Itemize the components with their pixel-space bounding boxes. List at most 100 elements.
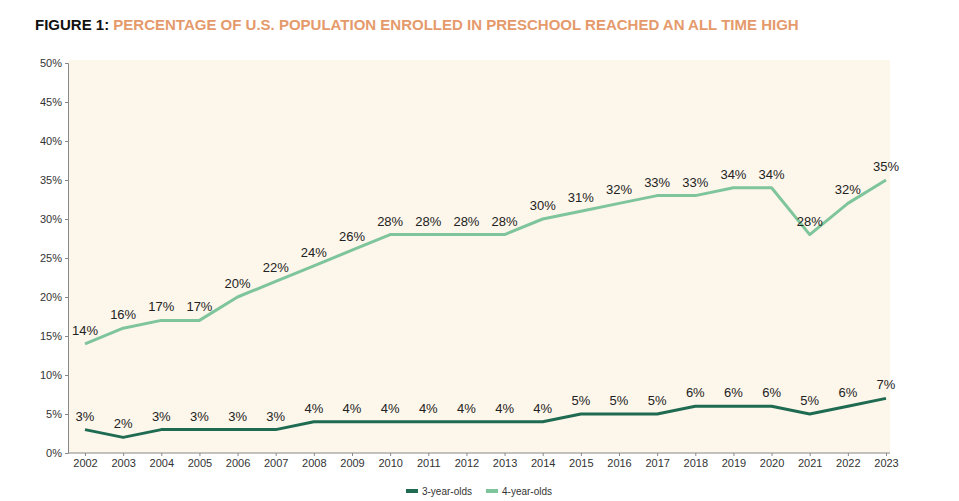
y-tick: 25% — [40, 252, 68, 264]
x-tick-label: 2019 — [722, 457, 746, 469]
data-label: 33% — [644, 175, 670, 190]
x-tick-label: 2007 — [264, 457, 288, 469]
x-tick-label: 2005 — [188, 457, 212, 469]
x-tick-label: 2021 — [798, 457, 822, 469]
x-tick: 2022 — [836, 453, 860, 469]
x-axis-line — [68, 453, 890, 454]
data-label: 6% — [762, 385, 781, 400]
data-label: 34% — [759, 167, 785, 182]
x-tick-mark — [505, 453, 506, 456]
y-tick-label: 5% — [46, 408, 62, 420]
data-label: 5% — [648, 393, 667, 408]
data-label: 33% — [682, 175, 708, 190]
x-tick: 2005 — [188, 453, 212, 469]
data-label: 22% — [263, 260, 289, 275]
x-tick: 2021 — [798, 453, 822, 469]
y-tick-mark — [65, 258, 68, 259]
data-label: 3% — [190, 409, 209, 424]
x-tick-label: 2012 — [455, 457, 479, 469]
x-tick-mark — [466, 453, 467, 456]
series-line — [85, 398, 886, 437]
x-tick-label: 2013 — [493, 457, 517, 469]
x-tick: 2003 — [111, 453, 135, 469]
x-tick: 2019 — [722, 453, 746, 469]
x-tick: 2006 — [226, 453, 250, 469]
x-tick: 2013 — [493, 453, 517, 469]
x-axis: 2002200320042005200620072008200920102011… — [68, 453, 899, 469]
data-label: 28% — [492, 214, 518, 229]
data-label: 3% — [228, 409, 247, 424]
data-label: 28% — [415, 214, 441, 229]
x-tick-mark — [238, 453, 239, 456]
data-label: 28% — [377, 214, 403, 229]
x-tick: 2015 — [569, 453, 593, 469]
data-label: 20% — [225, 276, 251, 291]
data-label: 32% — [835, 182, 861, 197]
x-tick: 2014 — [531, 453, 555, 469]
data-label: 2% — [114, 416, 133, 431]
x-tick-label: 2017 — [645, 457, 669, 469]
y-tick-label: 35% — [40, 174, 62, 186]
data-label: 28% — [797, 214, 823, 229]
data-label: 6% — [686, 385, 705, 400]
y-tick-label: 40% — [40, 135, 62, 147]
y-tick-mark — [65, 180, 68, 181]
x-tick-label: 2004 — [150, 457, 174, 469]
x-tick-mark — [314, 453, 315, 456]
data-label: 28% — [453, 214, 479, 229]
x-tick-label: 2020 — [760, 457, 784, 469]
x-tick-mark — [276, 453, 277, 456]
y-tick-mark — [65, 141, 68, 142]
legend-label: 4-year-olds — [502, 486, 552, 497]
y-tick-label: 45% — [40, 96, 62, 108]
data-label: 17% — [148, 299, 174, 314]
data-label: 6% — [838, 385, 857, 400]
data-label: 32% — [606, 182, 632, 197]
data-label: 3% — [152, 409, 171, 424]
y-tick-mark — [65, 453, 68, 454]
x-tick-label: 2023 — [874, 457, 898, 469]
y-tick: 50% — [40, 57, 68, 69]
x-tick-label: 2014 — [531, 457, 555, 469]
y-tick: 20% — [40, 291, 68, 303]
data-label: 4% — [533, 401, 552, 416]
x-tick-mark — [428, 453, 429, 456]
x-tick: 2008 — [302, 453, 326, 469]
legend-swatch — [486, 489, 498, 493]
legend-swatch — [406, 489, 418, 493]
data-label: 35% — [873, 159, 899, 174]
x-tick-label: 2006 — [226, 457, 250, 469]
data-label: 5% — [571, 393, 590, 408]
x-tick-label: 2022 — [836, 457, 860, 469]
y-axis: 0%5%10%15%20%25%30%35%40%45%50% — [40, 57, 69, 459]
legend-item: 4-year-olds — [486, 486, 552, 497]
x-tick: 2007 — [264, 453, 288, 469]
x-tick-label: 2018 — [684, 457, 708, 469]
y-tick: 40% — [40, 135, 68, 147]
chart: FIGURE 1: PERCENTAGE OF U.S. POPULATION … — [0, 0, 959, 501]
y-tick-label: 0% — [46, 447, 62, 459]
data-label: 6% — [724, 385, 743, 400]
data-label: 24% — [301, 245, 327, 260]
x-tick-mark — [619, 453, 620, 456]
x-tick-label: 2003 — [111, 457, 135, 469]
x-tick-mark — [352, 453, 353, 456]
data-label: 26% — [339, 229, 365, 244]
legend-item: 3-year-olds — [406, 486, 472, 497]
x-tick-label: 2016 — [607, 457, 631, 469]
y-tick-label: 30% — [40, 213, 62, 225]
x-tick: 2004 — [150, 453, 174, 469]
y-tick-mark — [65, 63, 68, 64]
data-label: 17% — [186, 299, 212, 314]
data-label: 5% — [800, 393, 819, 408]
x-tick-label: 2008 — [302, 457, 326, 469]
data-label: 3% — [266, 409, 285, 424]
series-line — [85, 180, 886, 344]
x-tick-mark — [85, 453, 86, 456]
y-tick-label: 10% — [40, 369, 62, 381]
y-tick: 45% — [40, 96, 68, 108]
plot-background — [68, 60, 890, 453]
x-tick: 2009 — [340, 453, 364, 469]
x-tick-mark — [657, 453, 658, 456]
x-tick-mark — [810, 453, 811, 456]
